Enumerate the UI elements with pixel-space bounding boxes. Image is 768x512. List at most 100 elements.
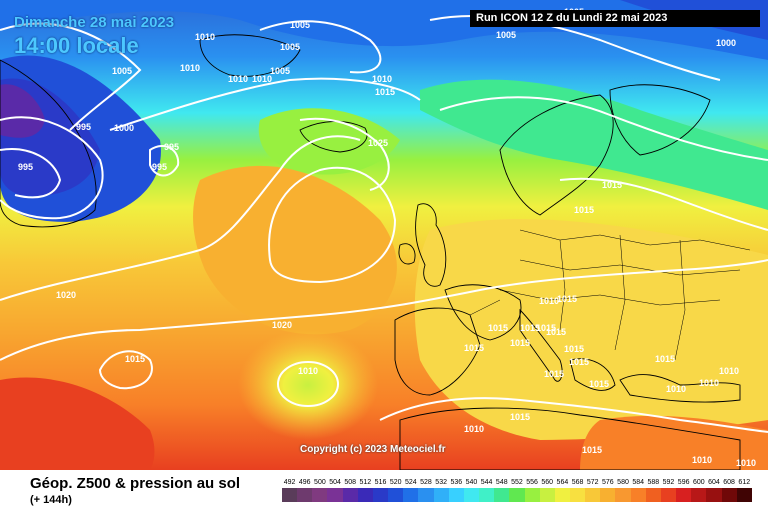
isobar-label-1010-l: 1010 [692, 455, 712, 465]
legend-label-572: 572 [586, 479, 599, 486]
z500-field: 1005 1010 1005 1005 1010 1005 1010 1010 … [0, 0, 768, 470]
legend-label-612: 612 [738, 479, 751, 486]
isobar-line-6 [149, 145, 180, 177]
legend-swatch-536 [448, 488, 464, 502]
legend-label-508: 508 [344, 479, 357, 486]
field-iceland-green [258, 108, 400, 175]
legend-label-548: 548 [495, 479, 508, 486]
isobar-label-1010-f: 1010 [298, 366, 318, 376]
isobar-label-1015-j: 1015 [464, 343, 484, 353]
italy-outline [519, 308, 563, 382]
isobar-label-1015-k: 1015 [510, 338, 530, 348]
legend-label-528: 528 [420, 479, 432, 486]
legend-label-596: 596 [677, 479, 690, 486]
isobar-line-15 [439, 96, 768, 161]
isobar-label-995-d: 995 [18, 162, 33, 172]
legend-label-604: 604 [708, 479, 720, 486]
isobar-label-995-a: 995 [76, 122, 91, 132]
isobar-label-1000-a: 1000 [716, 38, 736, 48]
color-legend: 492 496 500 504 508 512 516 520 524 528 532 536 540 5… [282, 478, 752, 502]
north-africa-outline [399, 407, 741, 470]
isobar-label-1015-b: 1015 [602, 180, 622, 190]
field-sw-red [0, 377, 155, 470]
isobar-line-8 [299, 117, 390, 191]
forecast-offset: (+ 144h) [30, 494, 72, 506]
ireland-outline [398, 243, 416, 265]
border-line-5 [614, 234, 626, 351]
legend-swatch-544 [479, 488, 495, 502]
legend-label-580: 580 [617, 479, 629, 486]
country-borders [469, 229, 751, 361]
isobar-line-9-high [268, 166, 397, 284]
isobar-label-1005-d: 1005 [270, 66, 290, 76]
legend-label-584: 584 [632, 479, 645, 486]
isobar-label-1015-a: 1015 [375, 87, 395, 97]
legend-swatch-580 [615, 488, 631, 502]
legend-label-564: 564 [556, 479, 569, 486]
isobar-line-13-cutoff [277, 361, 339, 407]
isobar-label-1015-d: 1015 [125, 354, 145, 364]
forecast-local-time: 14:00 locale [14, 33, 139, 58]
isobar-label-1005-a: 1005 [290, 20, 310, 30]
isobar-label-1015-h: 1015 [536, 323, 556, 333]
isobar-label-1000-b: 1000 [114, 123, 134, 133]
border-line-2 [519, 259, 741, 276]
isobar-label-1010-a: 1010 [195, 32, 215, 42]
isobar-label-1005-b: 1005 [280, 42, 300, 52]
legend-swatch-520 [388, 488, 404, 502]
legend-swatch-604 [706, 488, 722, 502]
isobar-label-995-c: 995 [152, 162, 167, 172]
border-line-1 [519, 229, 751, 251]
isobar-label-1015-g: 1015 [520, 323, 540, 333]
isobar-label-1015-n: 1015 [655, 354, 675, 364]
scandinavia-outline [499, 94, 614, 216]
isobar-label-995-b: 995 [164, 142, 179, 152]
isobar-label-1010-b: 1010 [180, 63, 200, 73]
coastlines [0, 34, 741, 470]
balkans-outline [569, 358, 616, 391]
isobar-line-7 [109, 77, 421, 131]
isobar-label-1015-f: 1015 [488, 323, 508, 333]
legend-swatch-608 [721, 488, 737, 502]
field-atlantic-ridge [193, 165, 397, 335]
legend-swatch-560 [539, 488, 555, 502]
parameter-title: Géop. Z500 & pression au sol [30, 475, 241, 492]
legend-swatch-572 [585, 488, 601, 502]
turkey-outline [619, 374, 741, 403]
legend-label-532: 532 [435, 479, 447, 486]
legend-label-588: 588 [647, 479, 660, 486]
legend-swatch-540 [463, 488, 480, 502]
legend-swatch-584 [630, 488, 646, 502]
isobar-label-1010-h: 1010 [666, 384, 686, 394]
isobar-label-1015-c: 1015 [574, 205, 594, 215]
legend-label-492: 492 [283, 479, 296, 486]
forecast-date: Dimanche 28 mai 2023 [14, 14, 175, 31]
legend-swatch-592 [660, 488, 677, 502]
isobar-label-1010-j: 1010 [719, 366, 739, 376]
legend-swatch-528 [418, 488, 434, 502]
legend-swatch-496 [297, 488, 313, 502]
legend-label-552: 552 [511, 479, 523, 486]
legend-swatch-548 [494, 488, 510, 502]
legend-swatch-576 [600, 488, 616, 502]
legend-label-568: 568 [571, 479, 584, 486]
legend-swatch-524 [403, 488, 419, 502]
isobar-label-1015-r: 1015 [582, 445, 602, 455]
isobar-label-1010-c: 1010 [228, 74, 248, 84]
isobar-line-12 [98, 350, 153, 390]
isobar-line-2 [259, 20, 382, 74]
legend-label-500: 500 [314, 479, 326, 486]
copyright-notice: Copyright (c) 2023 Meteociel.fr [300, 444, 446, 455]
legend-label-516: 516 [374, 479, 387, 486]
legend-swatch-516 [372, 488, 389, 502]
field-low-center [0, 84, 45, 138]
field-se-orange [580, 415, 768, 470]
isobar-label-1010-g: 1010 [539, 296, 559, 306]
field-scandinavia-green [420, 79, 768, 210]
isobar-label-1015-q: 1015 [510, 412, 530, 422]
legend-label-520: 520 [389, 479, 402, 486]
legend-swatch-552 [509, 488, 525, 502]
border-line-6 [674, 239, 686, 361]
legend-label-496: 496 [298, 479, 311, 486]
isobar-line-11 [0, 259, 768, 361]
